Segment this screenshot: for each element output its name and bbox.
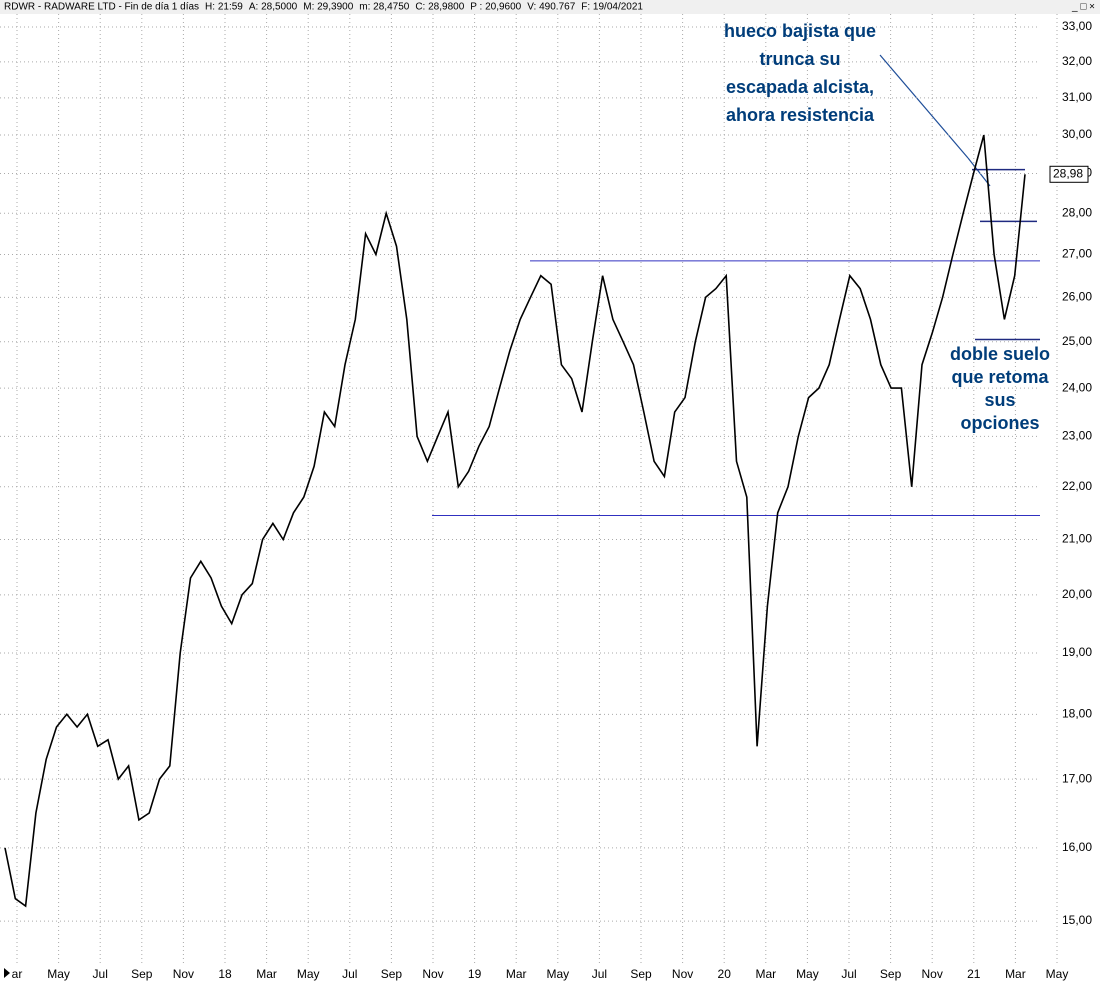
annotation-arrow	[967, 157, 991, 187]
annotation: hueco bajista que	[724, 21, 876, 41]
y-tick-label: 33,00	[1062, 19, 1092, 33]
price-tag	[1049, 165, 1089, 183]
x-tick-label: Jul	[93, 967, 108, 981]
y-tick-label: 23,00	[1062, 429, 1092, 443]
price-line	[4, 134, 1026, 908]
header-text: m: 28,4750	[359, 2, 409, 13]
x-tick-label: Mar	[256, 967, 277, 981]
annotation: trunca su	[759, 49, 840, 69]
x-tick-label: Nov	[922, 967, 943, 981]
x-tick-label: Mar	[506, 967, 527, 981]
y-tick-label: 16,00	[1062, 840, 1092, 854]
annotation: ahora resistencia	[726, 105, 875, 125]
header-text: V: 490.767	[527, 2, 575, 13]
x-tick-label: Sep	[630, 967, 652, 981]
annotation: doble suelo	[950, 344, 1050, 364]
x-tick-label: May	[796, 967, 819, 981]
x-tick-label: Mar	[755, 967, 776, 981]
y-tick-label: 30,00	[1062, 127, 1092, 141]
x-tick-label: May	[297, 967, 320, 981]
x-tick-label: Nov	[672, 967, 693, 981]
header-bar	[0, 0, 1100, 14]
price-tag-label: 28,98	[1053, 166, 1083, 180]
annotation-arrow	[879, 54, 969, 159]
x-tick-label: Sep	[131, 967, 153, 981]
x-tick-label: 19	[468, 967, 482, 981]
y-tick-label: 19,00	[1062, 645, 1092, 659]
header-text: RDWR - RADWARE LTD - Fin de día 1 días	[4, 2, 199, 13]
x-tick-label: Jul	[592, 967, 607, 981]
x-tick-label: 20	[718, 967, 732, 981]
y-tick-label: 18,00	[1062, 706, 1092, 720]
x-tick-label: 18	[218, 967, 232, 981]
header-text: A: 28,5000	[249, 2, 298, 13]
window-controls[interactable]: _ □ ×	[1071, 2, 1095, 13]
y-tick-label: 17,00	[1062, 771, 1092, 785]
y-tick-label: 24,00	[1062, 380, 1092, 394]
x-tick-label: 21	[967, 967, 981, 981]
y-tick-label: 22,00	[1062, 479, 1092, 493]
y-tick-label: 32,00	[1062, 54, 1092, 68]
header-text: C: 28,9800	[415, 2, 464, 13]
x-tick-label: ar	[12, 967, 23, 981]
x-tick-label: Mar	[1005, 967, 1026, 981]
x-tick-label: May	[47, 967, 70, 981]
y-tick-label: 28,00	[1062, 205, 1092, 219]
x-tick-label: Nov	[173, 967, 194, 981]
y-tick-label: 20,00	[1062, 587, 1092, 601]
y-tick-label: 31,00	[1062, 90, 1092, 104]
x-tick-label: Jul	[342, 967, 357, 981]
header-text: F: 19/04/2021	[581, 2, 643, 13]
x-tick-label: May	[546, 967, 569, 981]
header-text: P : 20,9600	[470, 2, 521, 13]
x-tick-label: May	[1046, 967, 1069, 981]
y-tick-label: 15,00	[1062, 913, 1092, 927]
y-tick-label: 27,00	[1062, 247, 1092, 261]
annotation: que retoma	[951, 367, 1049, 387]
annotation: escapada alcista,	[726, 77, 874, 97]
x-tick-label: Nov	[422, 967, 443, 981]
y-tick-label: 26,00	[1062, 290, 1092, 304]
annotation: sus	[984, 390, 1015, 410]
annotation: opciones	[960, 413, 1039, 433]
x-tick-label: Jul	[841, 967, 856, 981]
x-tick-label: Sep	[381, 967, 403, 981]
y-tick-label: 21,00	[1062, 532, 1092, 546]
y-tick-label: 25,00	[1062, 334, 1092, 348]
x-tick-label: Sep	[880, 967, 902, 981]
header-text: H: 21:59	[205, 2, 243, 13]
scroll-arrow[interactable]	[4, 968, 10, 978]
header-text: M: 29,3900	[303, 2, 353, 13]
